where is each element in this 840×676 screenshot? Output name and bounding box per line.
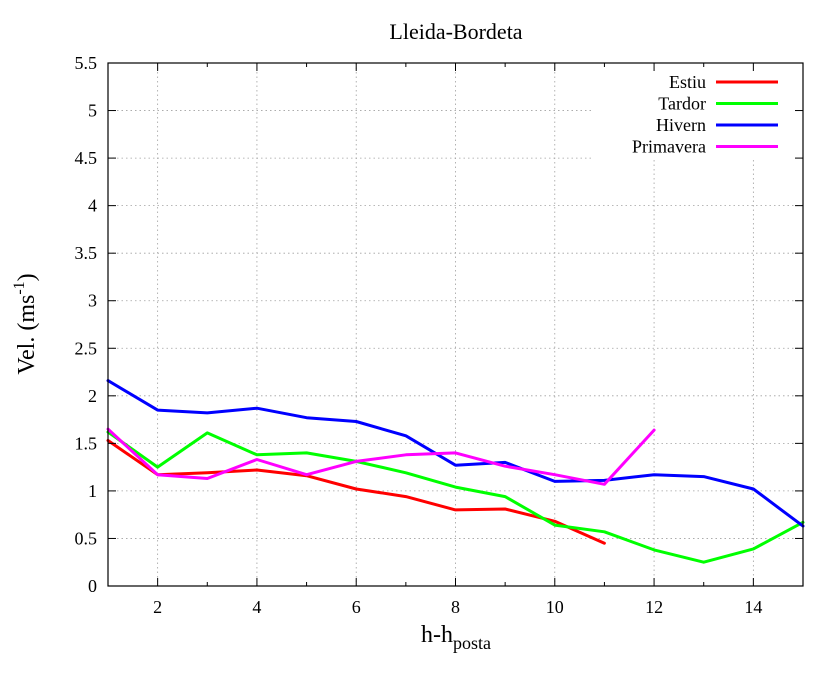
y-tick-label: 2.5 <box>75 338 98 358</box>
y-tick-label: 1.5 <box>75 433 98 453</box>
grid <box>108 63 803 586</box>
series-group <box>106 379 805 564</box>
series-line-primavera <box>106 427 656 486</box>
y-tick-label: 3 <box>88 291 97 311</box>
chart-title: Lleida-Bordeta <box>389 19 522 44</box>
y-axis-label: Vel. (ms-1) <box>11 273 40 374</box>
series-line-hivern <box>106 379 805 528</box>
axis-ticks <box>107 62 804 587</box>
legend-label-tardor: Tardor <box>658 94 706 114</box>
y-axis-label-superscript: -1 <box>11 281 28 294</box>
y-tick-label: 5 <box>88 101 97 121</box>
y-axis-label-end: ) <box>14 273 40 281</box>
x-axis-label: h-hposta <box>421 622 491 653</box>
y-tick-label: 0.5 <box>75 528 98 548</box>
x-axis-label-subscript: posta <box>453 633 491 653</box>
y-tick-label: 2 <box>88 386 97 406</box>
y-tick-label: 0 <box>88 576 97 596</box>
y-axis-label-base: Vel. (ms <box>14 295 40 375</box>
x-tick-label: 4 <box>252 597 261 617</box>
y-tick-label: 3.5 <box>75 243 98 263</box>
x-tick-label: 2 <box>153 597 162 617</box>
legend-label-estiu: Estiu <box>669 72 706 92</box>
y-tick-label: 4 <box>88 196 97 216</box>
x-tick-label: 14 <box>744 597 762 617</box>
series-line-tardor <box>106 430 805 564</box>
x-tick-label: 8 <box>451 597 460 617</box>
series-line-estiu <box>106 439 606 545</box>
y-tick-label: 5.5 <box>75 53 98 73</box>
x-tick-label: 10 <box>546 597 564 617</box>
x-tick-label: 12 <box>645 597 663 617</box>
y-tick-label: 4.5 <box>75 148 98 168</box>
axis-tick-labels: 0 0.5 1 1.5 2 2.5 3 3.5 4 4.5 5 5.5 2 4 6 8 10 12 14 <box>75 53 763 617</box>
legend-label-hivern: Hivern <box>656 115 706 135</box>
y-tick-label: 1 <box>88 481 97 501</box>
legend-label-primavera: Primavera <box>632 137 706 157</box>
x-axis-label-base: h-h <box>421 622 453 648</box>
x-tick-label: 6 <box>352 597 361 617</box>
